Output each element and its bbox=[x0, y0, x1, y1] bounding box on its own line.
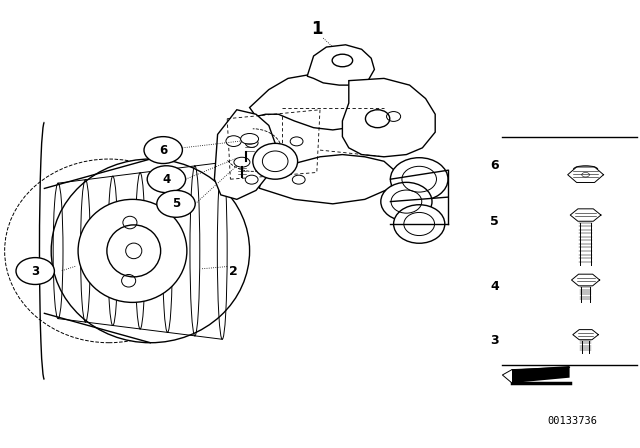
Text: 00133736: 00133736 bbox=[548, 416, 598, 426]
Polygon shape bbox=[573, 330, 598, 340]
Circle shape bbox=[16, 258, 54, 284]
Polygon shape bbox=[568, 167, 604, 182]
Text: 6: 6 bbox=[159, 143, 167, 157]
Ellipse shape bbox=[226, 136, 241, 146]
Text: 3: 3 bbox=[31, 264, 39, 278]
Ellipse shape bbox=[78, 199, 187, 302]
Text: 3: 3 bbox=[491, 334, 499, 347]
Ellipse shape bbox=[394, 205, 445, 243]
Ellipse shape bbox=[292, 175, 305, 184]
Ellipse shape bbox=[245, 175, 258, 184]
Ellipse shape bbox=[51, 159, 250, 343]
Polygon shape bbox=[250, 74, 371, 130]
Polygon shape bbox=[512, 366, 570, 383]
Polygon shape bbox=[342, 78, 435, 157]
Polygon shape bbox=[572, 274, 600, 286]
Ellipse shape bbox=[241, 134, 259, 144]
Text: 5: 5 bbox=[172, 197, 180, 211]
Text: 4: 4 bbox=[163, 172, 170, 186]
Polygon shape bbox=[214, 110, 275, 199]
Polygon shape bbox=[502, 370, 512, 383]
Polygon shape bbox=[570, 209, 601, 221]
Polygon shape bbox=[259, 155, 397, 204]
Text: 6: 6 bbox=[491, 159, 499, 172]
Polygon shape bbox=[307, 45, 374, 85]
Ellipse shape bbox=[253, 143, 298, 179]
Ellipse shape bbox=[234, 157, 250, 167]
Text: 2: 2 bbox=[229, 264, 238, 278]
Ellipse shape bbox=[107, 225, 161, 277]
Ellipse shape bbox=[245, 138, 258, 147]
Ellipse shape bbox=[290, 137, 303, 146]
Ellipse shape bbox=[381, 182, 432, 221]
Text: 4: 4 bbox=[490, 280, 499, 293]
Text: 5: 5 bbox=[490, 215, 499, 228]
Circle shape bbox=[147, 166, 186, 193]
Ellipse shape bbox=[390, 158, 448, 201]
Text: 1: 1 bbox=[311, 20, 323, 38]
Circle shape bbox=[157, 190, 195, 217]
Circle shape bbox=[144, 137, 182, 164]
